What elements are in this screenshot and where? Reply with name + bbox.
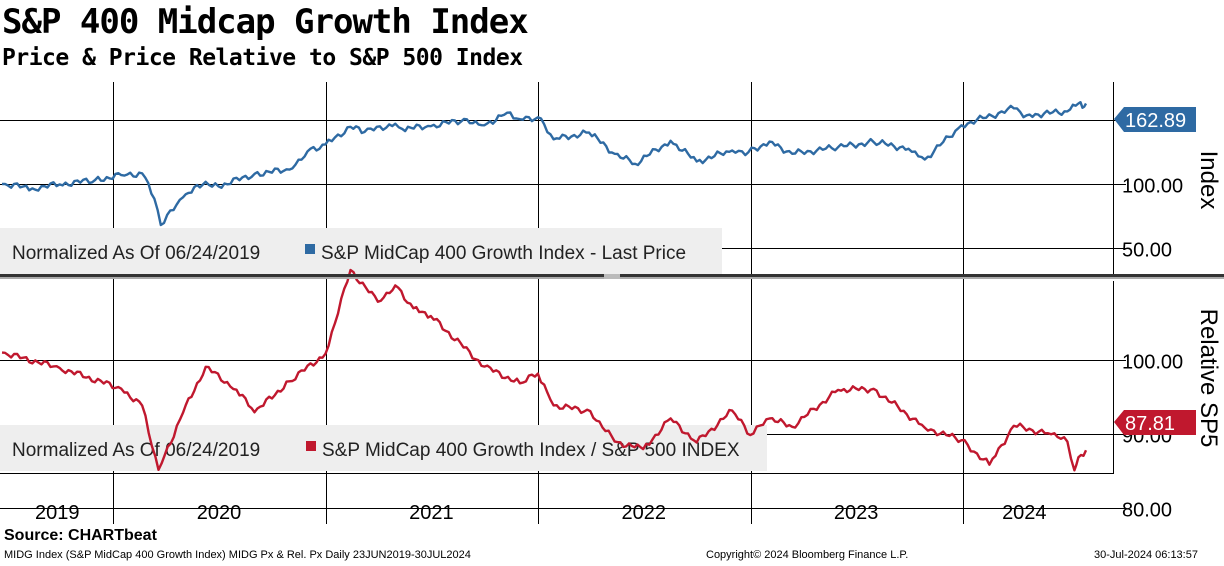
divider-grip (604, 274, 620, 279)
last-value-tag (1114, 410, 1196, 435)
page-subtitle: Price & Price Relative to S&P 500 Index (2, 45, 523, 71)
last-value-label: 162.89 (1125, 110, 1186, 132)
source-note: Source: CHARTbeat (4, 527, 157, 544)
legend-swatch (305, 244, 315, 254)
y-tick-label: 100.00 (1122, 176, 1183, 198)
legend-series-name: S&P MidCap 400 Growth Index - Last Price (321, 243, 686, 264)
x-tick-label: 2021 (409, 502, 454, 524)
last-value-label: 87.81 (1125, 413, 1175, 435)
y-tick-label: 80.00 (1122, 500, 1172, 522)
series-line (1, 268, 1088, 472)
legend-box (0, 228, 722, 274)
legend-box (0, 425, 767, 471)
y-tick-label: 50.00 (1122, 240, 1172, 262)
x-tick-label: 2024 (1002, 502, 1047, 524)
legend-note: Normalized As Of 06/24/2019 (12, 243, 260, 264)
page-title: S&P 400 Midcap Growth Index (2, 2, 529, 42)
y-tick-label: 100.00 (1122, 352, 1183, 374)
y-axis-title: Index (1195, 151, 1222, 210)
series-line (1, 101, 1088, 227)
x-axis: 2019 2020 2021 2022 2023 2024 (0, 274, 1224, 524)
ticker-line: MIDG Index (S&P MidCap 400 Growth Index)… (4, 549, 471, 561)
x-tick-label: 2019 (35, 502, 80, 524)
y-axis-title: Relative SP5 (1195, 309, 1222, 448)
legend-note: Normalized As Of 06/24/2019 (12, 440, 260, 461)
timestamp: 30-Jul-2024 06:13:57 (1094, 549, 1198, 561)
last-value-tag (1114, 107, 1196, 132)
x-tick-label: 2020 (197, 502, 242, 524)
x-tick-label: 2023 (834, 502, 879, 524)
copyright-note: Copyright© 2024 Bloomberg Finance L.P. (706, 549, 909, 561)
x-tick-label: 2022 (622, 502, 667, 524)
legend-series-name: S&P MidCap 400 Growth Index / S&P 500 IN… (322, 440, 740, 461)
legend-swatch (306, 441, 316, 451)
